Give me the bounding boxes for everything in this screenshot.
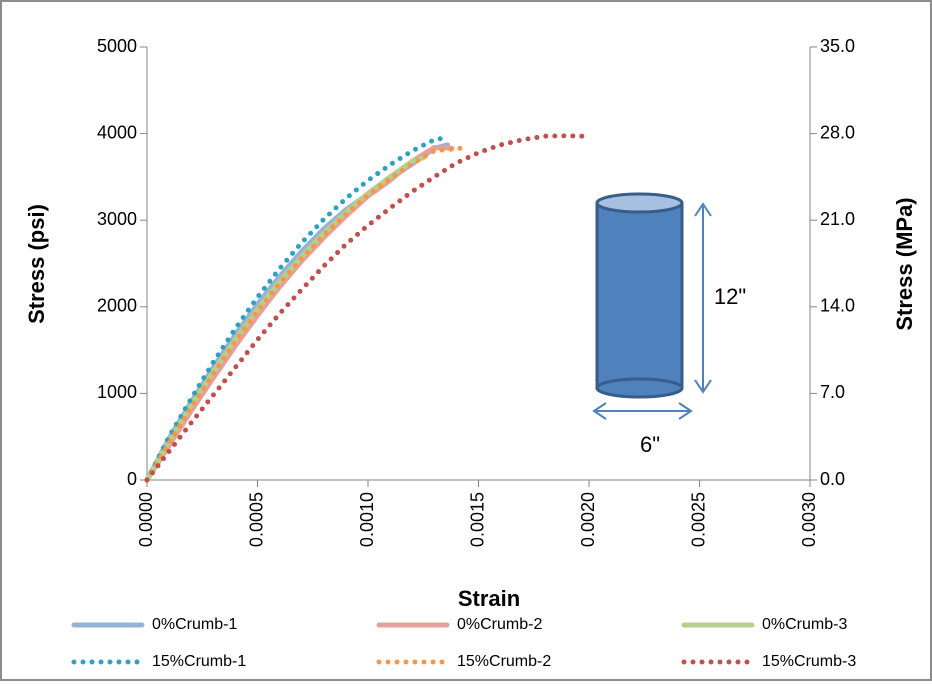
x-tick-label: 0.0015 [467,492,487,547]
x-tick-label: 0.0020 [578,492,598,547]
annotation: 12" [714,284,746,309]
y2-axis-title: Stress (MPa) [892,197,917,330]
series-line [144,145,464,483]
x-tick-label: 0.0005 [246,492,266,547]
y2-tick-label: 7.0 [820,382,845,402]
annotation: 6" [640,432,660,457]
arrow-head [678,402,693,420]
y-tick-label: 5000 [97,36,137,56]
x-tick-label: 0.0000 [136,492,156,547]
arrow-head [694,202,712,217]
y-axis-title: Stress (psi) [24,204,49,324]
series-line [144,135,448,483]
x-tick-label: 0.0025 [688,492,708,547]
y-tick-label: 3000 [97,209,137,229]
y2-tick-label: 21.0 [820,209,855,229]
y2-tick-label: 0.0 [820,469,845,489]
y-tick-label: 1000 [97,382,137,402]
x-axis-title: Strain [458,586,520,611]
y2-tick-label: 14.0 [820,296,855,316]
legend-label: 0%Crumb-2 [457,616,542,633]
y-tick-label: 2000 [97,296,137,316]
legend-label: 0%Crumb-1 [152,616,237,633]
legend-label: 0%Crumb-3 [762,616,847,633]
cylinder: 12" 6" [592,192,746,457]
cylinder-bottom [595,377,684,399]
legend-label: 15%Crumb-3 [762,653,856,670]
y-tick-label: 0 [127,469,137,489]
cylinder-top [595,192,684,214]
x-tick-label: 0.0010 [357,492,377,547]
y-tick-label: 4000 [97,122,137,142]
x-tick-label: 0.0030 [799,492,819,547]
y2-tick-label: 35.0 [820,36,855,56]
arrow-head [592,402,607,420]
cylinder-body [595,201,684,390]
y2-tick-label: 28.0 [820,122,855,142]
arrow-head [694,379,712,394]
legend-label: 15%Crumb-2 [457,653,551,670]
legend-label: 15%Crumb-1 [152,653,246,670]
